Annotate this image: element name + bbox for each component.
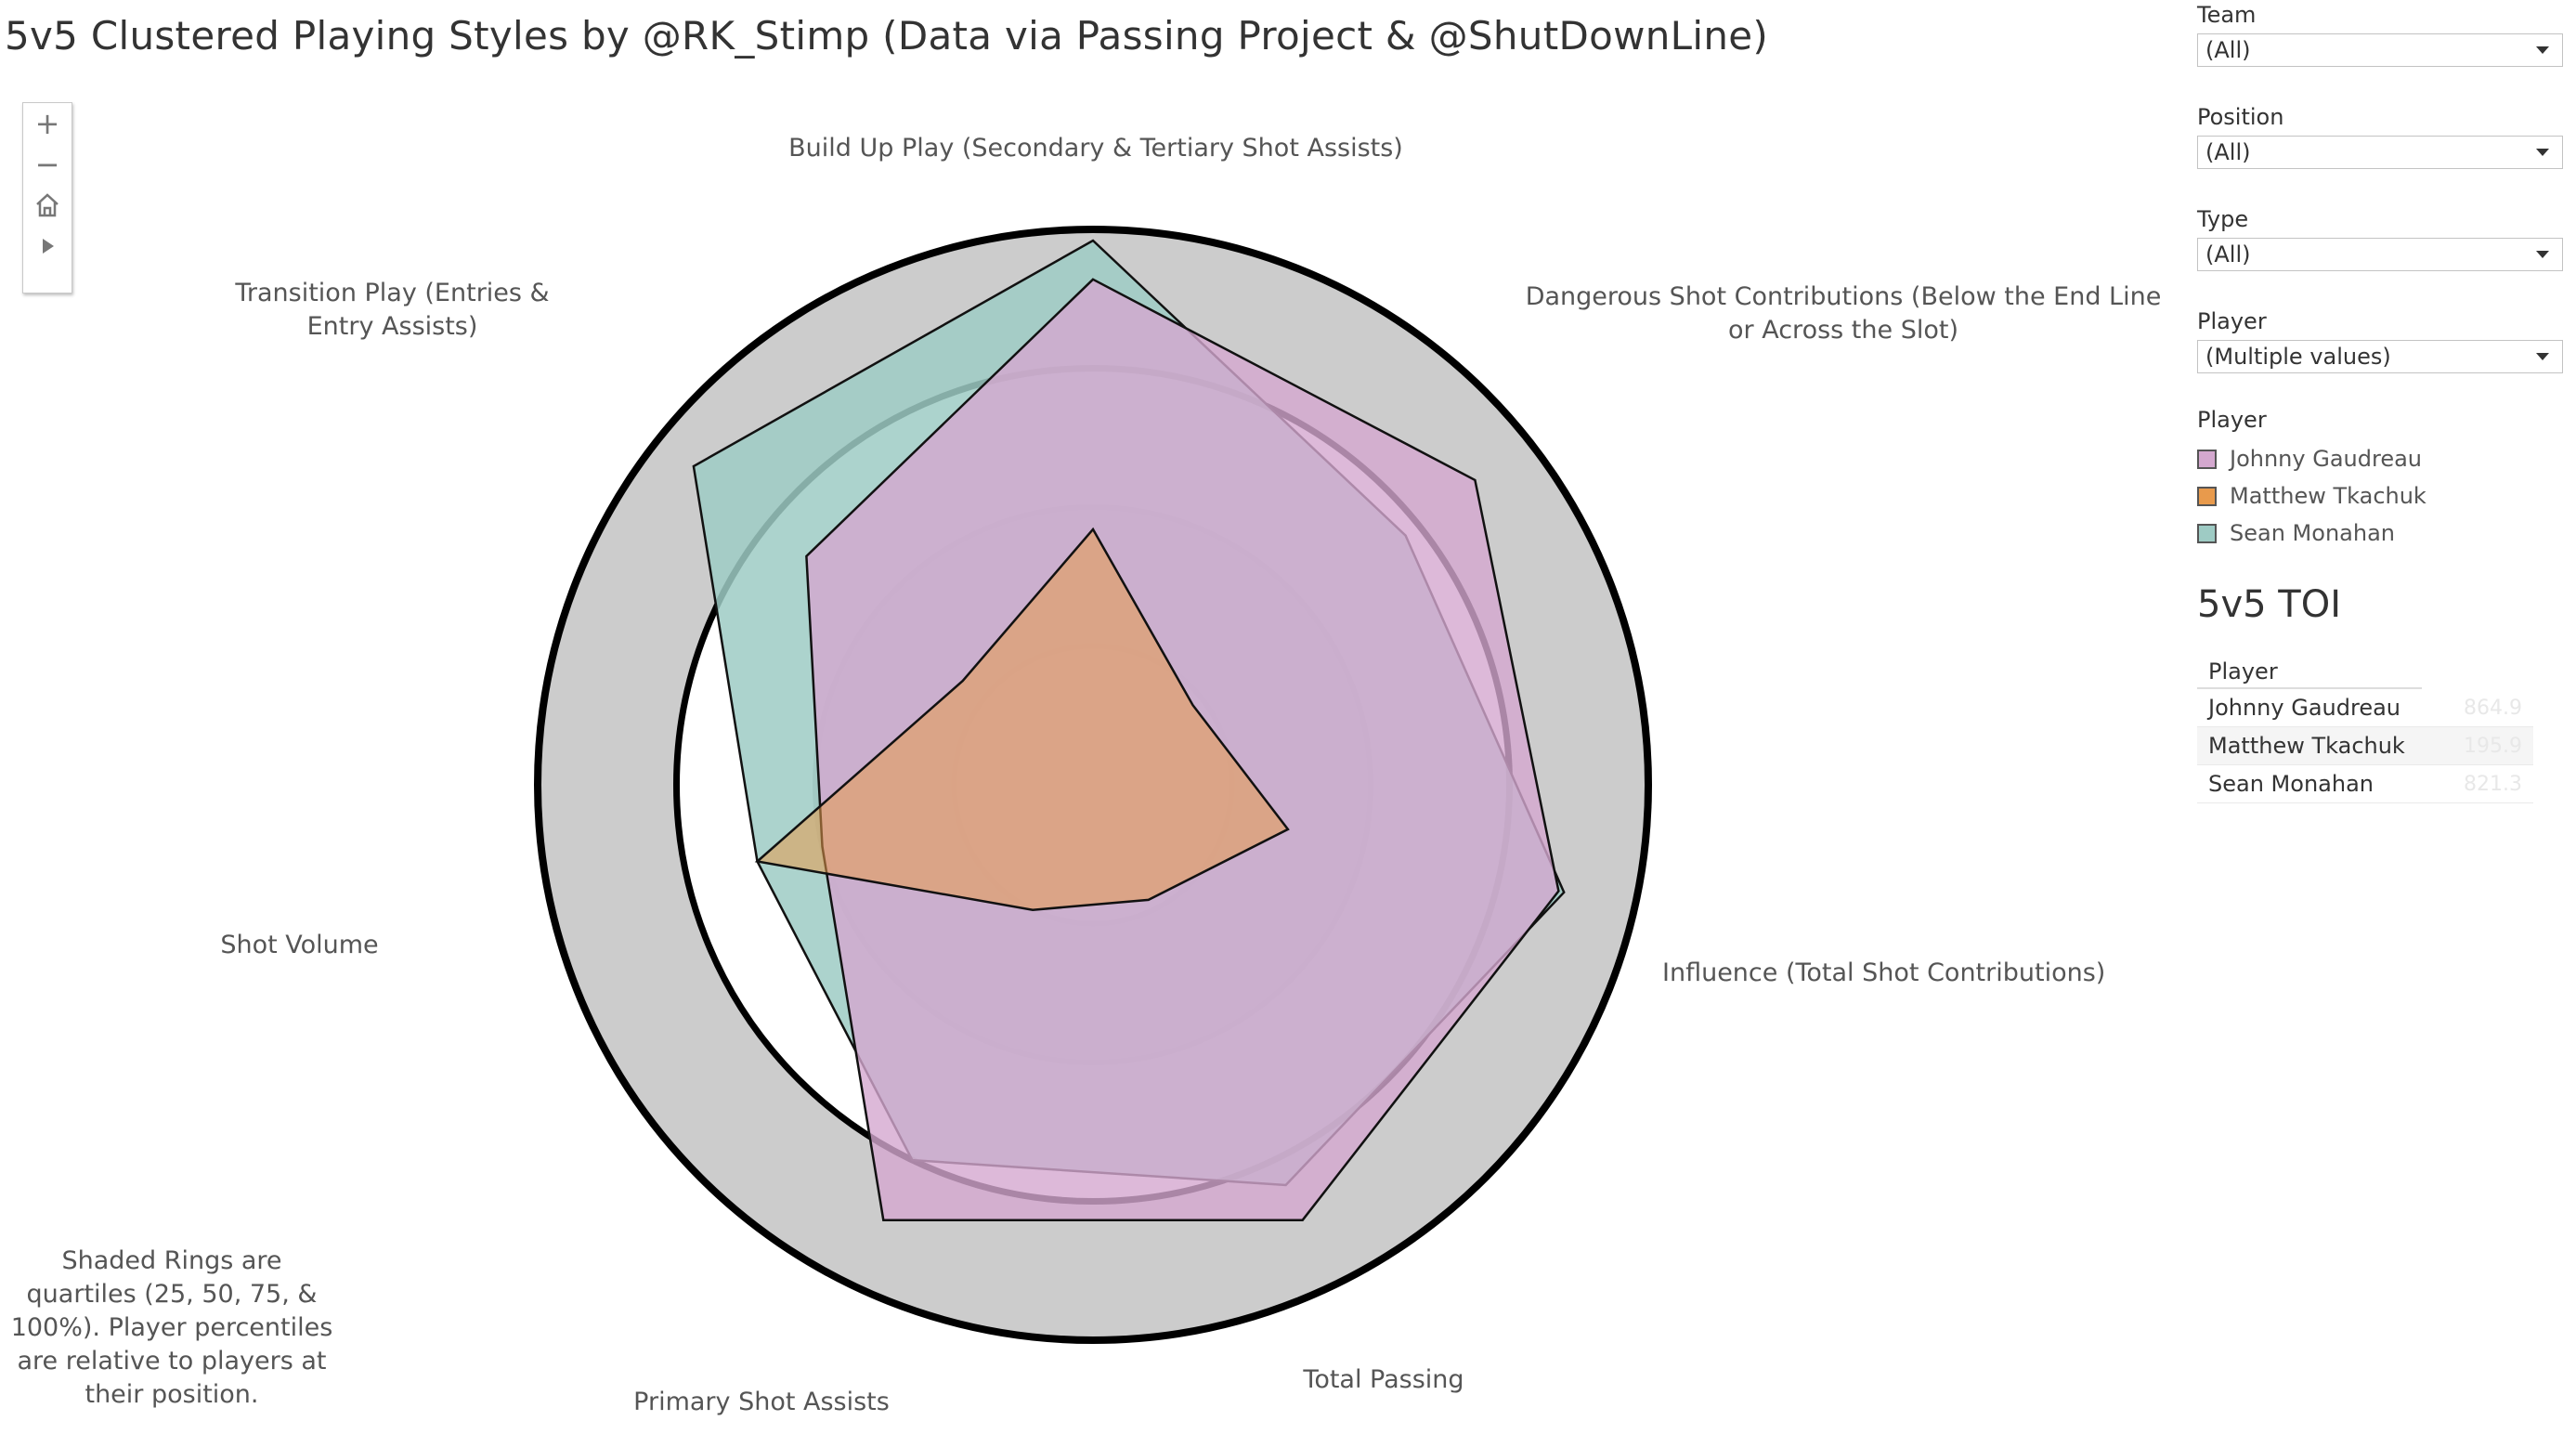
toi-player: Johnny Gaudreau bbox=[2208, 695, 2400, 721]
toi-player: Matthew Tkachuk bbox=[2208, 733, 2405, 759]
radar-svg bbox=[534, 226, 1652, 1344]
toi-header: Player bbox=[2197, 656, 2422, 689]
legend-item[interactable]: Johnny Gaudreau bbox=[2197, 446, 2422, 472]
chevron-down-icon bbox=[2536, 149, 2549, 156]
axis-label-transition: Transition Play (Entries & Entry Assists… bbox=[235, 279, 550, 341]
type-dropdown-value: (All) bbox=[2205, 241, 2251, 267]
legend-swatch bbox=[2197, 523, 2217, 543]
dashboard-title: 5v5 Clustered Playing Styles by @RK_Stim… bbox=[5, 13, 1769, 59]
table-row: Matthew Tkachuk 195.9 bbox=[2197, 727, 2533, 765]
filter-team: Team (All) bbox=[2197, 2, 2563, 67]
legend-title: Player bbox=[2197, 407, 2267, 433]
legend-swatch bbox=[2197, 486, 2217, 506]
legend-swatch bbox=[2197, 449, 2217, 469]
filter-player: Player (Multiple values) bbox=[2197, 308, 2563, 373]
legend-item[interactable]: Sean Monahan bbox=[2197, 520, 2395, 546]
team-dropdown[interactable]: (All) bbox=[2197, 33, 2563, 67]
toi-title: 5v5 TOI bbox=[2197, 583, 2341, 626]
zoom-toolbar: + − bbox=[22, 102, 72, 293]
toi-player: Sean Monahan bbox=[2208, 771, 2374, 797]
axis-label-primary-assists: Primary Shot Assists bbox=[633, 1388, 890, 1416]
legend-label: Johnny Gaudreau bbox=[2230, 446, 2422, 472]
table-row: Sean Monahan 821.3 bbox=[2197, 765, 2533, 803]
chevron-down-icon bbox=[2536, 353, 2549, 360]
zoom-in-button[interactable]: + bbox=[34, 106, 60, 141]
filter-player-label: Player bbox=[2197, 308, 2267, 334]
filter-team-label: Team bbox=[2197, 2, 2257, 28]
play-icon[interactable] bbox=[23, 226, 72, 267]
chevron-down-icon bbox=[2536, 251, 2549, 258]
type-dropdown[interactable]: (All) bbox=[2197, 238, 2563, 271]
toi-value: 864.9 bbox=[2464, 696, 2522, 720]
legend-item[interactable]: Matthew Tkachuk bbox=[2197, 483, 2426, 509]
toi-value: 195.9 bbox=[2464, 734, 2522, 758]
legend-label: Sean Monahan bbox=[2230, 520, 2395, 546]
home-icon[interactable] bbox=[23, 185, 72, 226]
legend-label: Matthew Tkachuk bbox=[2230, 483, 2426, 509]
toi-table: Player Johnny Gaudreau 864.9 Matthew Tka… bbox=[2197, 656, 2533, 803]
team-dropdown-value: (All) bbox=[2205, 37, 2251, 63]
quartile-note: Shaded Rings are quartiles (25, 50, 75, … bbox=[10, 1246, 333, 1409]
player-dropdown[interactable]: (Multiple values) bbox=[2197, 340, 2563, 373]
toi-value: 821.3 bbox=[2464, 772, 2522, 796]
series-area-matthew-tkachuk bbox=[754, 527, 1290, 911]
ring-line-100 bbox=[534, 226, 1652, 1344]
zoom-out-button[interactable]: − bbox=[34, 147, 60, 182]
axis-label-build-up: Build Up Play (Secondary & Tertiary Shot… bbox=[788, 134, 1403, 163]
axis-label-influence: Influence (Total Shot Contributions) bbox=[1662, 958, 2106, 987]
position-dropdown[interactable]: (All) bbox=[2197, 136, 2563, 169]
axis-label-dangerous-shots: Dangerous Shot Contributions (Below the … bbox=[1525, 282, 2162, 345]
filter-position-label: Position bbox=[2197, 104, 2284, 130]
player-dropdown-value: (Multiple values) bbox=[2205, 344, 2391, 370]
position-dropdown-value: (All) bbox=[2205, 139, 2251, 165]
radar-chart: Build Up Play (Secondary & Tertiary Shot… bbox=[220, 134, 2162, 1416]
axis-label-shot-volume: Shot Volume bbox=[220, 931, 379, 959]
axis-label-total-passing: Total Passing bbox=[1303, 1365, 1464, 1394]
filter-type-label: Type bbox=[2197, 206, 2249, 232]
filter-type: Type (All) bbox=[2197, 206, 2563, 271]
chevron-down-icon bbox=[2536, 46, 2549, 54]
filter-position: Position (All) bbox=[2197, 104, 2563, 169]
table-row: Johnny Gaudreau 864.9 bbox=[2197, 689, 2533, 727]
